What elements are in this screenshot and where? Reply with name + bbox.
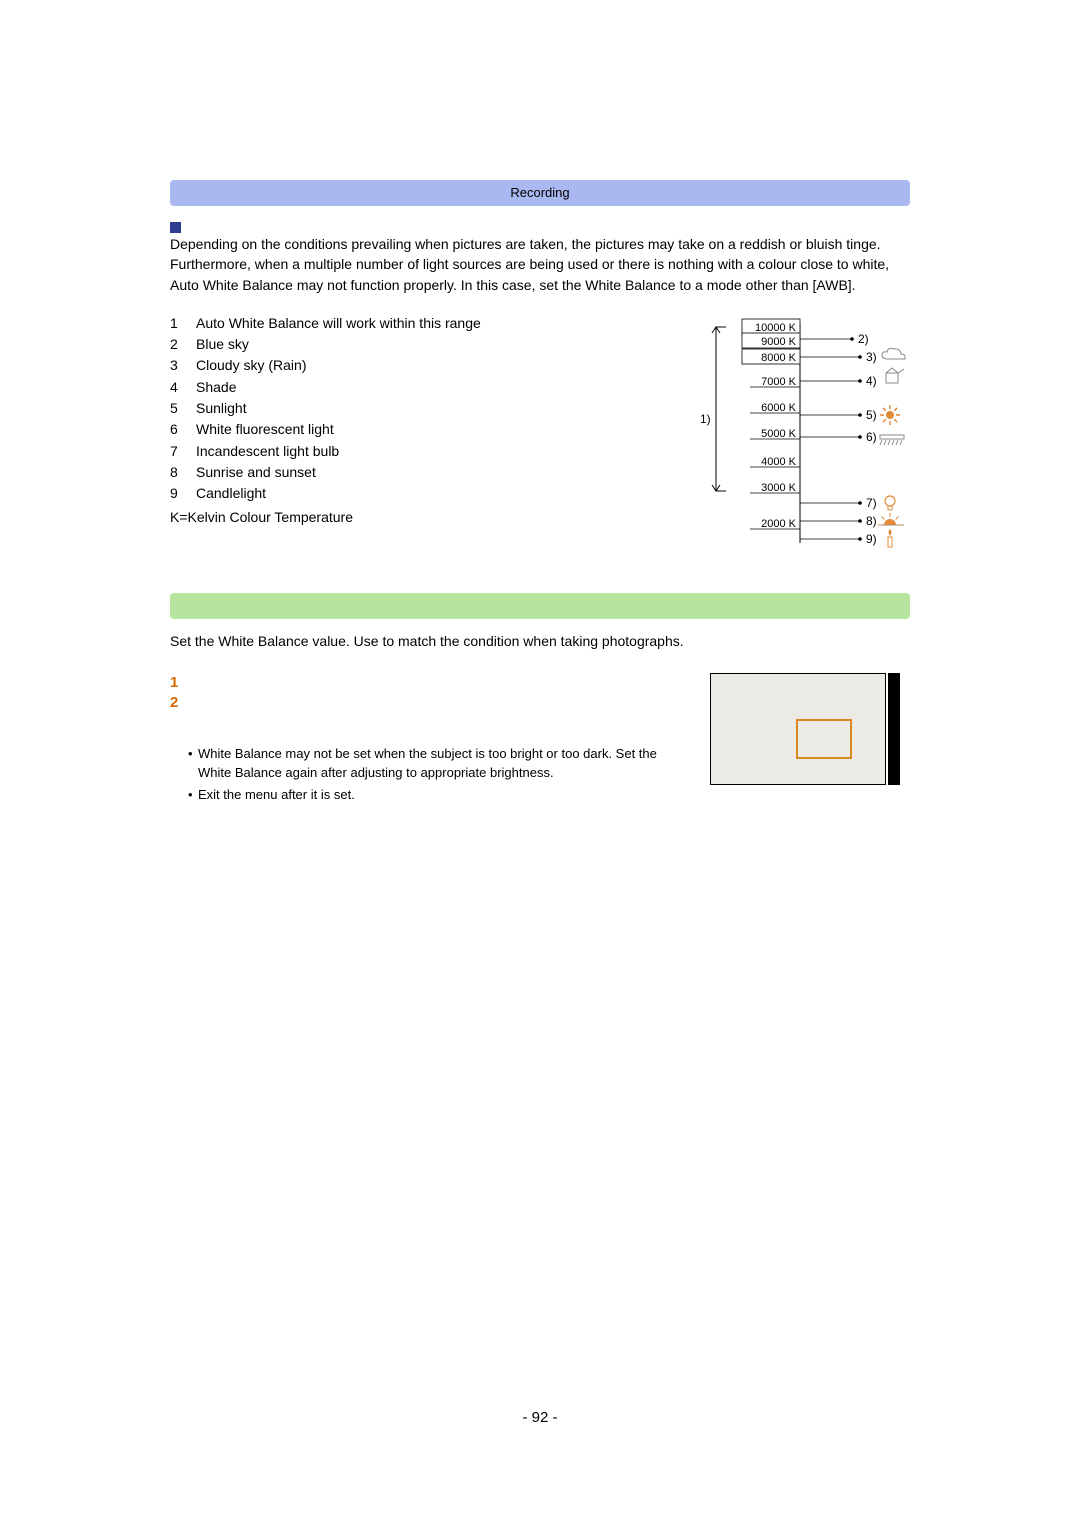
- wb-list-number: 3: [170, 355, 196, 376]
- wb-list-table: 1Auto White Balance will work within thi…: [170, 313, 489, 505]
- step-2: 2: [170, 693, 690, 713]
- svg-text:6000 K: 6000 K: [761, 402, 797, 414]
- note-item: White Balance may not be set when the su…: [188, 744, 690, 783]
- wb-list-label: Cloudy sky (Rain): [196, 355, 489, 376]
- wb-list-label: Candlelight: [196, 483, 489, 504]
- svg-text:4): 4): [866, 374, 877, 388]
- wb-list-label: Blue sky: [196, 334, 489, 355]
- setwb-left-column: 1 2 White Balance may not be set when th…: [170, 673, 690, 806]
- awb-heading-row: [170, 218, 910, 234]
- svg-text:7000 K: 7000 K: [761, 376, 797, 388]
- kelvin-temperature-diagram: 10000 K 9000 K 8000 K 7000 K 6000 K 5000 K 400…: [690, 313, 940, 563]
- wb-list-number: 6: [170, 419, 196, 440]
- lcd-preview: [710, 673, 900, 785]
- svg-text:8): 8): [866, 514, 877, 528]
- page-number: - 92 -: [0, 1409, 1080, 1426]
- wb-list-number: 5: [170, 398, 196, 419]
- svg-text:2): 2): [858, 332, 869, 346]
- wb-list-column: 1Auto White Balance will work within thi…: [170, 313, 670, 527]
- svg-text:9000 K: 9000 K: [761, 336, 797, 348]
- wb-list-row: 2Blue sky: [170, 334, 489, 355]
- setwb-intro: Set the White Balance value. Use to matc…: [170, 631, 910, 651]
- kelvin-footnote: K=Kelvin Colour Temperature: [170, 507, 670, 527]
- wb-list-row: 4Shade: [170, 377, 489, 398]
- step-numbers: 1 2: [170, 673, 690, 714]
- wb-list-label: Sunrise and sunset: [196, 462, 489, 483]
- wb-list-number: 2: [170, 334, 196, 355]
- wb-list-label: Sunlight: [196, 398, 489, 419]
- svg-text:9): 9): [866, 532, 877, 546]
- wb-list-row: 7Incandescent light bulb: [170, 441, 489, 462]
- wb-list-row: 5Sunlight: [170, 398, 489, 419]
- page: Recording Depending on the conditions pr…: [0, 0, 1080, 1526]
- lcd-preview-column: [710, 673, 910, 785]
- banner-label: Recording: [510, 185, 569, 200]
- svg-text:2000 K: 2000 K: [761, 518, 797, 530]
- wb-list-number: 9: [170, 483, 196, 504]
- svg-text:10000 K: 10000 K: [755, 322, 797, 334]
- wb-list-label: Incandescent light bulb: [196, 441, 489, 462]
- kelvin-diagram-column: 10000 K 9000 K 8000 K 7000 K 6000 K 5000 K 400…: [690, 313, 910, 563]
- svg-text:4000 K: 4000 K: [761, 456, 797, 468]
- wb-list-label: Shade: [196, 377, 489, 398]
- intro-paragraph: Depending on the conditions prevailing w…: [170, 234, 910, 295]
- step-1: 1: [170, 673, 690, 693]
- notes-list: White Balance may not be set when the su…: [170, 744, 690, 805]
- section-banner-recording: Recording: [170, 180, 910, 206]
- setwb-row: 1 2 White Balance may not be set when th…: [170, 673, 910, 806]
- svg-text:8000 K: 8000 K: [761, 352, 797, 364]
- svg-text:1): 1): [700, 412, 711, 426]
- wb-list-number: 4: [170, 377, 196, 398]
- note-item: Exit the menu after it is set.: [188, 785, 690, 805]
- wb-list-number: 1: [170, 313, 196, 334]
- wb-row: 1Auto White Balance will work within thi…: [170, 313, 910, 563]
- lcd-side-bar: [888, 673, 900, 785]
- wb-list-number: 7: [170, 441, 196, 462]
- svg-text:6): 6): [866, 430, 877, 444]
- section-banner-setwb: [170, 593, 910, 619]
- wb-list-label: White fluorescent light: [196, 419, 489, 440]
- svg-text:7): 7): [866, 496, 877, 510]
- svg-text:5000 K: 5000 K: [761, 428, 797, 440]
- svg-text:3): 3): [866, 350, 877, 364]
- wb-list-label: Auto White Balance will work within this…: [196, 313, 489, 334]
- wb-list-number: 8: [170, 462, 196, 483]
- wb-list-row: 9Candlelight: [170, 483, 489, 504]
- focus-rectangle-icon: [796, 719, 852, 759]
- svg-text:5): 5): [866, 408, 877, 422]
- wb-list-row: 6White fluorescent light: [170, 419, 489, 440]
- wb-list-row: 1Auto White Balance will work within thi…: [170, 313, 489, 334]
- wb-list-row: 8Sunrise and sunset: [170, 462, 489, 483]
- lcd-screen: [710, 673, 886, 785]
- section-bullet-icon: [170, 222, 181, 233]
- svg-text:3000 K: 3000 K: [761, 482, 797, 494]
- wb-list-row: 3Cloudy sky (Rain): [170, 355, 489, 376]
